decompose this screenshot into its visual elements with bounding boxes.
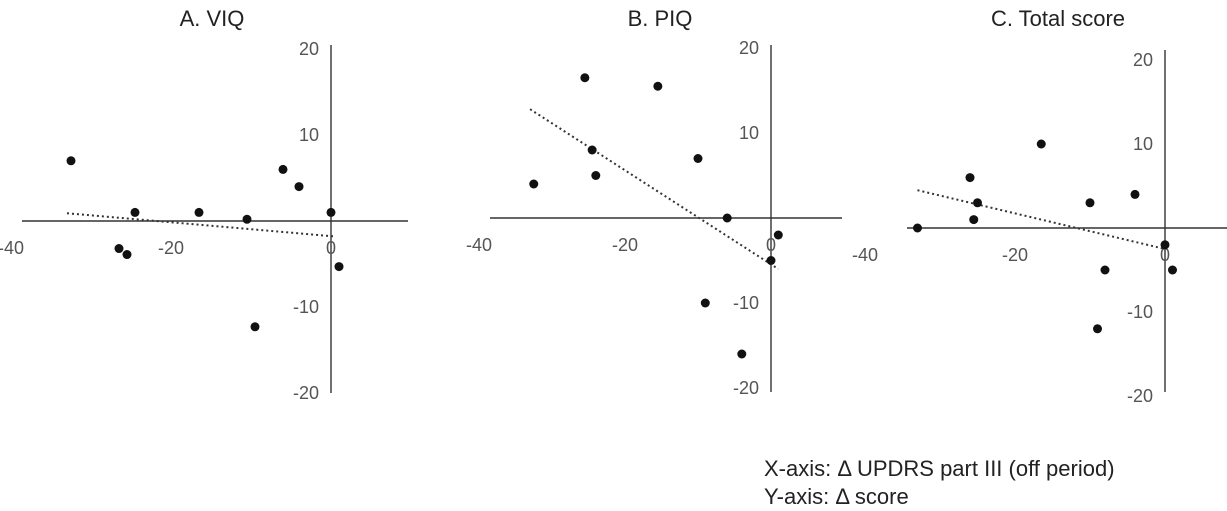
data-point xyxy=(1100,265,1110,275)
y-tick-label: 20 xyxy=(299,39,319,59)
data-point xyxy=(194,207,204,217)
data-point xyxy=(1168,265,1177,275)
y-tick-label: 10 xyxy=(299,125,319,145)
x-tick-label: -20 xyxy=(1002,245,1028,265)
x-tick-label: 0 xyxy=(1160,245,1170,265)
data-point xyxy=(1093,324,1102,334)
data-point xyxy=(1085,198,1095,208)
data-point xyxy=(130,207,140,217)
data-point xyxy=(250,322,260,332)
y-tick-label: 10 xyxy=(1133,134,1153,154)
data-point xyxy=(737,349,747,359)
data-point xyxy=(587,145,597,155)
y-tick-label: -20 xyxy=(1127,386,1153,406)
data-point xyxy=(66,156,76,166)
data-point xyxy=(653,81,663,91)
y-tick-label: -10 xyxy=(733,293,759,313)
y-tick-label: -20 xyxy=(293,383,319,403)
data-point xyxy=(114,244,124,254)
data-point xyxy=(334,262,344,272)
y-tick-label: 20 xyxy=(739,38,759,58)
data-point xyxy=(722,213,732,223)
x-axis-caption: X-axis: Δ UPDRS part III (off period) xyxy=(764,456,1115,481)
chart-title: B. PIQ xyxy=(628,6,693,31)
x-tick-label: -40 xyxy=(466,235,492,255)
data-point xyxy=(913,223,922,233)
y-axis-caption: Y-axis: Δ score xyxy=(764,484,909,509)
y-tick-label: -10 xyxy=(293,297,319,317)
trendline xyxy=(66,212,336,238)
data-point xyxy=(326,207,336,217)
data-point xyxy=(1160,240,1170,250)
data-point xyxy=(278,164,288,174)
data-point xyxy=(965,173,975,183)
data-point xyxy=(969,215,979,225)
data-point xyxy=(294,182,304,192)
x-tick-label: -20 xyxy=(612,235,638,255)
x-tick-label: -40 xyxy=(0,238,24,258)
data-point xyxy=(1036,139,1046,149)
y-tick-label: 10 xyxy=(739,123,759,143)
data-point xyxy=(693,154,703,163)
data-point xyxy=(242,214,252,224)
data-point xyxy=(773,230,783,240)
data-point xyxy=(580,73,590,83)
data-point xyxy=(529,179,539,189)
y-tick-label: 20 xyxy=(1133,50,1153,70)
data-point xyxy=(973,198,982,208)
x-tick-label: -20 xyxy=(158,238,184,258)
data-point xyxy=(700,298,710,308)
x-tick-label: 0 xyxy=(766,235,776,255)
data-point xyxy=(1130,189,1140,199)
trendline xyxy=(529,108,779,270)
chart-title: C. Total score xyxy=(991,6,1125,31)
chart-title: A. VIQ xyxy=(180,6,245,31)
data-point xyxy=(122,250,132,260)
x-tick-label: -40 xyxy=(852,245,878,265)
y-tick-label: -10 xyxy=(1127,302,1153,322)
x-tick-label: 0 xyxy=(326,238,336,258)
y-tick-label: -20 xyxy=(733,378,759,398)
data-point xyxy=(766,256,776,265)
trendline xyxy=(917,189,1166,250)
data-point xyxy=(591,171,601,180)
